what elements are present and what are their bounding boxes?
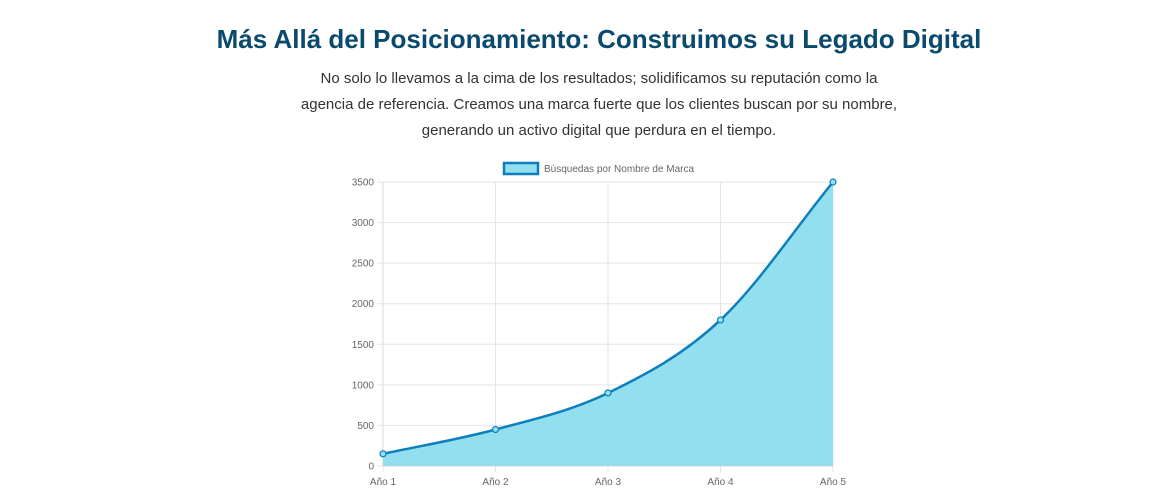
data-point[interactable]	[829, 178, 837, 186]
paragraph-line: agencia de referencia. Creamos una marca…	[300, 96, 898, 113]
brand-search-chart: 0 500 1000 1500 2000 2500 3000 3500 Año 1 Año 2 Añ…	[352, 161, 847, 488]
data-point[interactable]	[379, 450, 387, 458]
x-tick-label: Año 1	[370, 477, 397, 488]
series-line	[382, 181, 834, 456]
y-tick-label: 1500	[352, 340, 375, 351]
paragraph-line: generando un activo digital que perdura …	[421, 122, 777, 139]
chart-legend[interactable]: Búsquedas por Nombre de Marca	[502, 161, 695, 176]
x-tick-label: Año 3	[595, 477, 622, 488]
chart-container: 0 500 1000 1500 2000 2500 3000 3500 Año 1 Año 2 Añ…	[0, 150, 1174, 504]
data-point[interactable]	[491, 425, 500, 434]
y-tick-label: 0	[368, 462, 374, 473]
section-heading: Más Allá del Posicionamiento: Construimo…	[216, 24, 982, 54]
section-paragraph: No solo lo llevamos a la cima de los res…	[274, 66, 924, 144]
x-tick-label: Año 2	[482, 477, 509, 488]
x-tick-label: Año 4	[707, 477, 734, 488]
x-tick-label: Año 5	[820, 477, 847, 488]
y-tick-label: 2500	[352, 259, 375, 270]
legend-swatch[interactable]	[502, 161, 540, 176]
data-point[interactable]	[716, 316, 725, 324]
paragraph-line: No solo lo llevamos a la cima de los res…	[320, 70, 878, 87]
y-tick-label: 3000	[352, 218, 375, 229]
chart-area-layer	[379, 178, 837, 466]
legend-label[interactable]: Búsquedas por Nombre de Marca	[544, 164, 695, 175]
series-area-fill	[383, 182, 833, 466]
y-tick-label: 2000	[352, 299, 375, 310]
data-point[interactable]	[604, 389, 612, 397]
y-tick-label: 3500	[352, 178, 375, 189]
y-tick-label: 1000	[352, 380, 375, 391]
y-tick-label: 500	[357, 421, 374, 432]
